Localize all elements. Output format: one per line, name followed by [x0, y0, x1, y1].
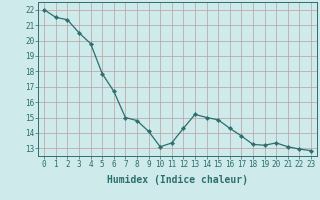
X-axis label: Humidex (Indice chaleur): Humidex (Indice chaleur)	[107, 175, 248, 185]
